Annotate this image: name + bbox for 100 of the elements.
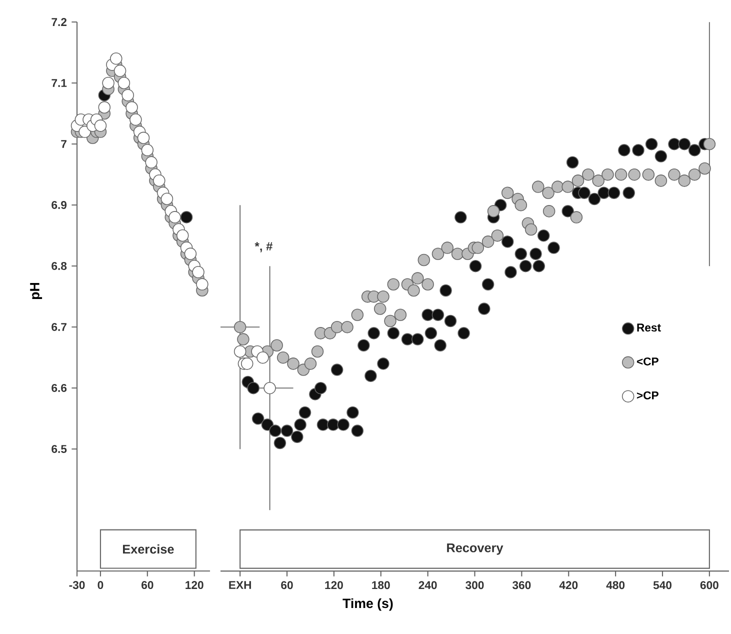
point <box>168 211 181 224</box>
x-tick-label: 60 <box>142 581 154 590</box>
point <box>562 180 574 193</box>
point <box>377 290 390 303</box>
x-axis-title: Time (s) <box>342 598 393 611</box>
point <box>341 320 354 334</box>
point <box>698 162 711 175</box>
point <box>678 174 691 187</box>
point <box>614 168 628 181</box>
y-axis-title: pH <box>30 283 42 300</box>
point <box>287 358 300 370</box>
band-label: Exercise <box>122 544 174 554</box>
point <box>582 168 594 181</box>
point <box>264 382 276 394</box>
point <box>572 174 584 187</box>
x-tick-label: 360 <box>512 581 531 590</box>
point <box>304 358 317 370</box>
point <box>98 101 111 114</box>
x-tick-label: 420 <box>559 581 578 590</box>
point <box>552 180 564 193</box>
y-tick-label: 6.7 <box>52 322 66 331</box>
x-tick-label: 480 <box>606 581 625 590</box>
point <box>114 64 126 77</box>
point <box>501 186 514 200</box>
point <box>351 308 364 322</box>
point <box>482 236 494 248</box>
point <box>234 345 246 358</box>
point <box>542 205 556 218</box>
y-tick-label: 6.9 <box>52 200 67 209</box>
x-tick-label: 600 <box>700 581 718 590</box>
point <box>137 132 150 144</box>
point <box>110 52 122 65</box>
point <box>384 314 396 328</box>
x-tick-label: 300 <box>466 581 484 590</box>
y-tick-label: 6.6 <box>52 384 67 392</box>
x-tick-label: 0 <box>98 581 104 590</box>
x-tick-label: 180 <box>372 581 390 590</box>
point <box>418 254 430 266</box>
y-tick-label: 7.1 <box>52 79 67 87</box>
point <box>524 223 538 236</box>
point <box>126 101 138 114</box>
x-tick-label: 120 <box>186 581 204 590</box>
point <box>654 174 668 187</box>
point <box>102 76 114 90</box>
point <box>145 156 158 168</box>
point <box>394 308 407 322</box>
legend-label: >CP <box>636 391 658 400</box>
point <box>311 345 324 358</box>
point <box>184 248 197 260</box>
point <box>602 168 614 181</box>
point <box>330 320 344 334</box>
point <box>153 174 166 187</box>
point <box>130 113 142 126</box>
point <box>628 168 640 181</box>
point <box>451 248 464 260</box>
point <box>514 198 528 212</box>
point <box>592 174 604 187</box>
point <box>78 126 91 138</box>
point <box>374 302 386 315</box>
point <box>422 278 434 291</box>
legend-label: <CP <box>636 357 658 366</box>
point <box>234 320 246 334</box>
point <box>532 180 544 193</box>
band-label: Recovery <box>447 543 504 555</box>
y-tick-label: 6.5 <box>52 444 67 453</box>
point <box>472 242 484 254</box>
point <box>180 211 193 224</box>
point <box>432 248 444 260</box>
point <box>570 211 583 224</box>
y-tick-label: 7 <box>61 140 66 148</box>
point <box>270 339 283 352</box>
y-tick-label: 7.2 <box>52 18 67 26</box>
point <box>256 351 269 364</box>
point <box>196 278 208 290</box>
point <box>441 242 454 254</box>
point <box>118 76 130 90</box>
point <box>703 138 716 150</box>
point <box>240 358 254 370</box>
point <box>276 351 290 364</box>
point <box>160 192 174 206</box>
point <box>192 266 204 278</box>
point <box>237 333 250 346</box>
point <box>94 120 107 132</box>
point <box>141 144 154 156</box>
x-tick-label: EXH <box>229 581 251 589</box>
legend-label: Rest <box>637 324 661 332</box>
x-tick-label: 120 <box>325 581 343 590</box>
point <box>387 278 400 291</box>
point <box>668 168 680 181</box>
x-tick-label: 60 <box>281 581 293 590</box>
point <box>542 186 554 200</box>
x-tick-label: -30 <box>69 581 85 590</box>
point <box>412 272 424 284</box>
point <box>642 168 655 181</box>
point <box>491 229 504 242</box>
point <box>176 229 189 242</box>
x-tick-label: 240 <box>418 581 437 590</box>
y-tick-label: 6.8 <box>52 262 67 270</box>
x-tick-label: 540 <box>653 581 672 590</box>
annotation: *, # <box>254 242 273 252</box>
